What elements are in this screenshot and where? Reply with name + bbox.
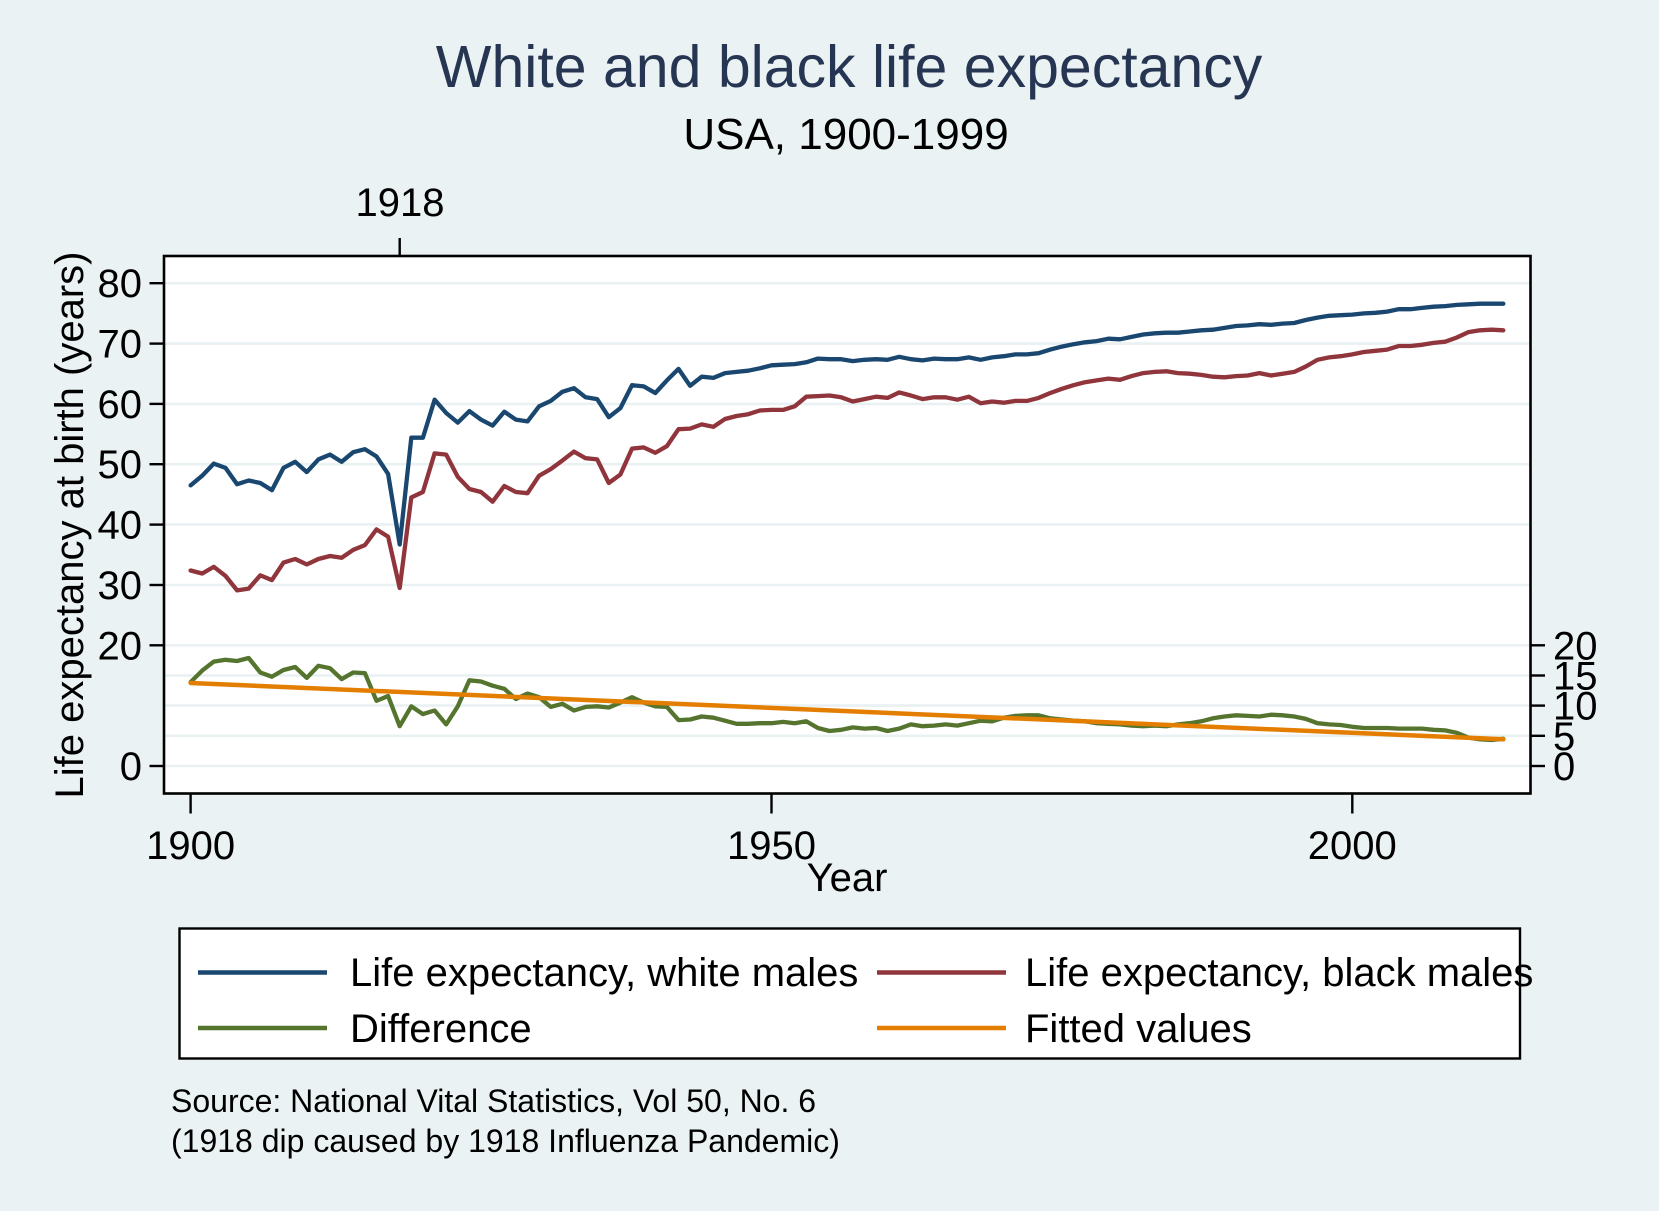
svg-text:5: 5: [1553, 715, 1575, 759]
svg-text:USA, 1900-1999: USA, 1900-1999: [683, 110, 1008, 159]
svg-text:20: 20: [1553, 624, 1598, 668]
svg-text:80: 80: [98, 262, 143, 306]
svg-text:30: 30: [98, 564, 143, 608]
svg-text:60: 60: [98, 383, 143, 427]
svg-text:20: 20: [98, 624, 143, 668]
svg-text:50: 50: [98, 443, 143, 487]
svg-text:Life expectancy, white males: Life expectancy, white males: [350, 951, 858, 995]
svg-text:1918: 1918: [356, 181, 445, 225]
svg-text:0: 0: [120, 745, 142, 789]
svg-text:70: 70: [98, 323, 143, 367]
svg-text:15: 15: [1553, 655, 1598, 699]
svg-text:0: 0: [1553, 745, 1575, 789]
svg-text:2000: 2000: [1308, 824, 1397, 868]
svg-text:Source: National Vital Statist: Source: National Vital Statistics, Vol 5…: [171, 1083, 816, 1119]
svg-text:White and black life expectanc: White and black life expectancy: [436, 34, 1263, 100]
svg-text:1950: 1950: [727, 824, 816, 868]
svg-text:Life expectancy, black males: Life expectancy, black males: [1025, 951, 1533, 995]
svg-text:1900: 1900: [146, 824, 235, 868]
svg-text:40: 40: [98, 504, 143, 548]
svg-text:Fitted values: Fitted values: [1025, 1007, 1252, 1051]
svg-text:10: 10: [1553, 685, 1598, 729]
svg-text:(1918 dip caused by 1918 Influ: (1918 dip caused by 1918 Influenza Pande…: [171, 1123, 840, 1159]
svg-text:Life expectancy at birth (year: Life expectancy at birth (years): [48, 252, 92, 799]
svg-text:Difference: Difference: [350, 1007, 532, 1051]
svg-text:Year: Year: [807, 856, 888, 900]
